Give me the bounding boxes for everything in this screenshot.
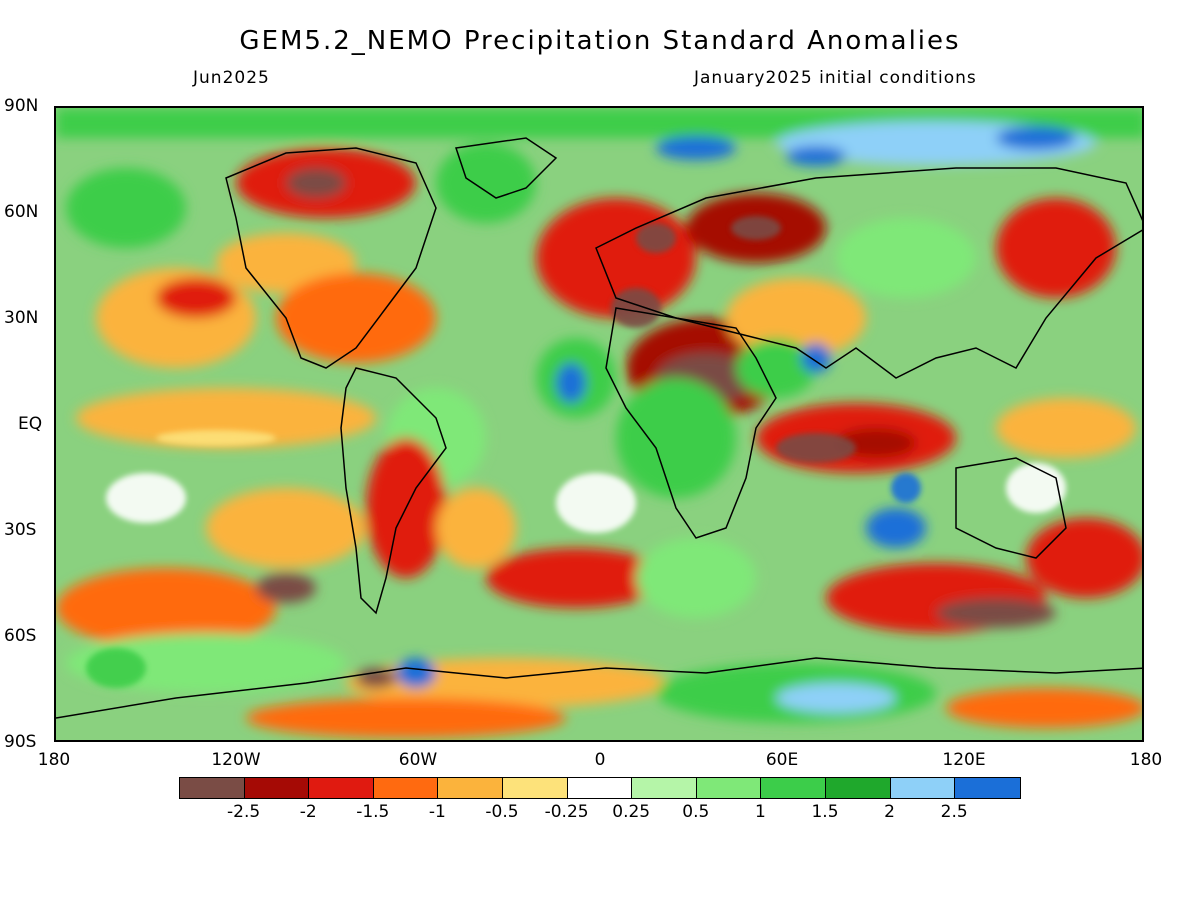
lat-label-60n: 60N xyxy=(4,202,39,222)
legend-label: -1.5 xyxy=(356,802,390,822)
legend-label: 1.5 xyxy=(811,802,839,822)
valid-month-label: Jun2025 xyxy=(193,68,270,88)
lon-label-60w: 60W xyxy=(398,750,438,770)
legend-label: -2 xyxy=(299,802,317,822)
lon-label-180e: 180 xyxy=(1129,750,1163,770)
color-legend xyxy=(179,777,1021,799)
initial-conditions-label: January2025 initial conditions xyxy=(694,68,977,88)
anomaly-map xyxy=(54,106,1144,742)
lat-label-30s: 30S xyxy=(4,520,37,540)
legend-swatch xyxy=(761,778,826,798)
lat-label-30n: 30N xyxy=(4,308,39,328)
lon-label-120e: 120E xyxy=(942,750,986,770)
legend-label: 0.25 xyxy=(612,802,651,822)
legend-swatch xyxy=(244,778,310,798)
map-title: GEM5.2_NEMO Precipitation Standard Anoma… xyxy=(239,26,961,56)
legend-swatch xyxy=(373,778,439,798)
legend-swatch xyxy=(955,778,1020,798)
lat-label-eq: EQ xyxy=(18,414,43,434)
lon-label-60e: 60E xyxy=(765,750,799,770)
legend-swatch xyxy=(632,778,697,798)
legend-label: 1 xyxy=(754,802,766,822)
lat-label-90s: 90S xyxy=(4,732,37,752)
legend-label: 0.5 xyxy=(682,802,710,822)
legend-label: 2.5 xyxy=(940,802,968,822)
lon-label-0: 0 xyxy=(594,750,606,770)
coastlines xyxy=(56,137,1142,719)
legend-label: -2.5 xyxy=(227,802,261,822)
lat-label-90n: 90N xyxy=(4,96,39,116)
legend-swatch xyxy=(502,778,568,798)
anomaly-field xyxy=(56,108,1142,740)
legend-label: -1 xyxy=(428,802,446,822)
legend-label: -0.5 xyxy=(485,802,519,822)
legend-swatch xyxy=(567,778,633,798)
lon-label-180w: 180 xyxy=(37,750,71,770)
lon-label-120w: 120W xyxy=(211,750,261,770)
legend-swatch xyxy=(180,778,245,798)
legend-swatch xyxy=(890,778,956,798)
legend-label: 2 xyxy=(884,802,895,822)
legend-swatch xyxy=(696,778,762,798)
lat-label-60s: 60S xyxy=(4,626,37,646)
legend-swatch xyxy=(309,778,374,798)
legend-label: -0.25 xyxy=(544,802,589,822)
legend-swatch xyxy=(438,778,503,798)
legend-swatch xyxy=(825,778,891,798)
